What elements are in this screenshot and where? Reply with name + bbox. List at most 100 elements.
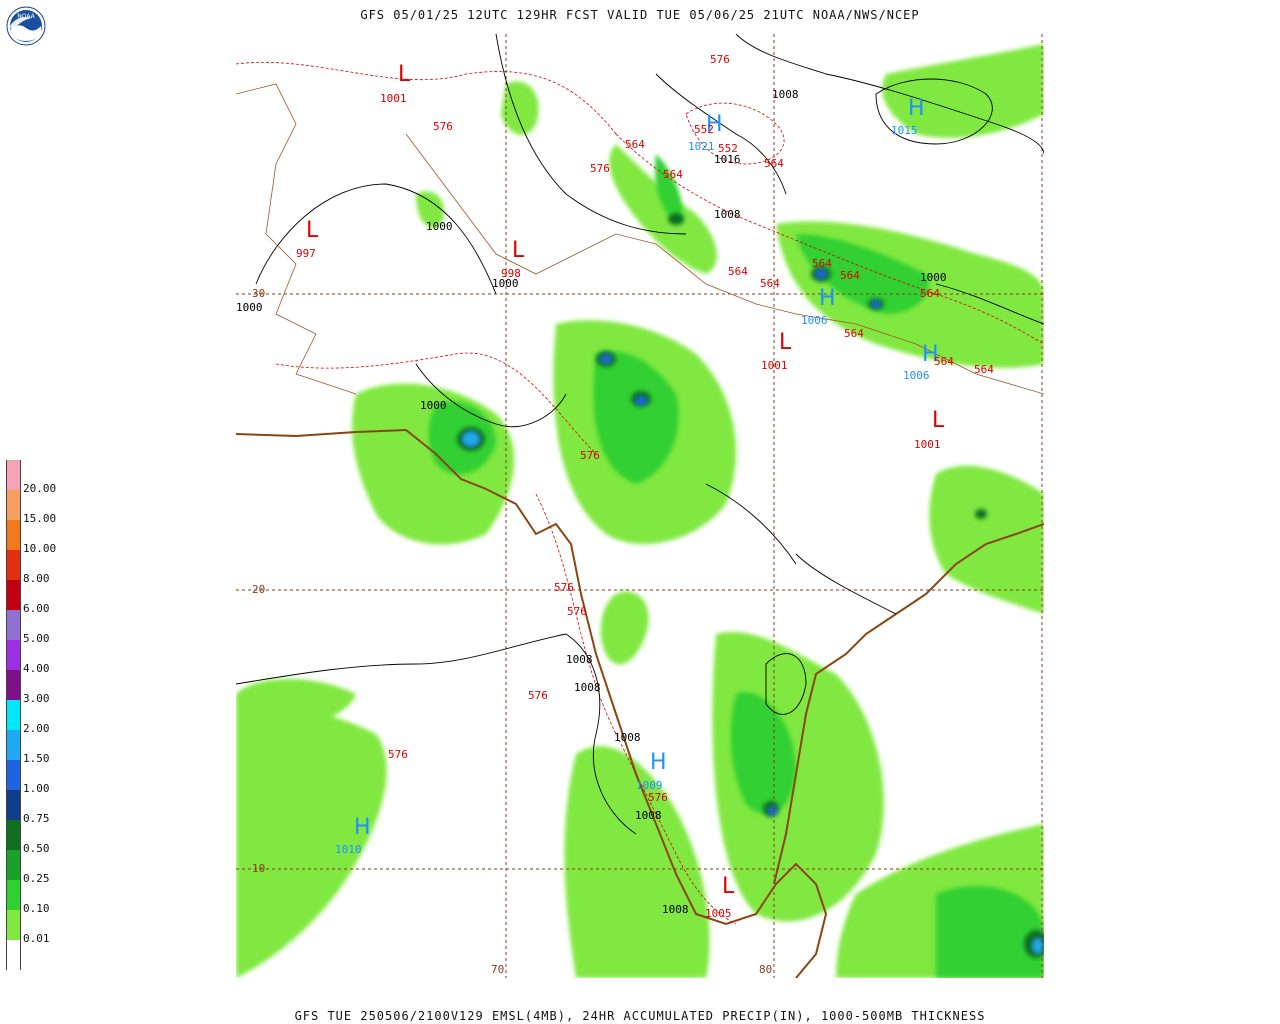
low-center-value: 997 xyxy=(296,247,316,260)
thickness-label: 576 xyxy=(590,162,610,175)
thickness-label: 564 xyxy=(760,277,780,290)
high-center-symbol: H xyxy=(706,112,723,137)
high-center-symbol: H xyxy=(922,342,939,367)
legend-label: 6.00 xyxy=(23,602,50,615)
legend-label: 0.25 xyxy=(23,872,50,885)
high-center-symbol: H xyxy=(908,96,925,121)
legend-label: 8.00 xyxy=(23,572,50,585)
low-center-symbol: L xyxy=(779,330,792,355)
legend-label: 1.00 xyxy=(23,782,50,795)
high-center-symbol: H xyxy=(650,750,667,775)
legend-swatch xyxy=(6,520,21,550)
isobar-label: 1008 xyxy=(574,681,601,694)
isobar-label: 1008 xyxy=(772,88,799,101)
legend-swatch xyxy=(6,580,21,610)
isobar-label: 1000 xyxy=(426,220,453,233)
legend-label: 0.50 xyxy=(23,842,50,855)
thickness-label: 564 xyxy=(974,363,994,376)
thickness-label: 564 xyxy=(728,265,748,278)
low-center-value: 998 xyxy=(501,267,521,280)
low-center-symbol: L xyxy=(512,238,525,263)
noaa-logo-text: NOAA xyxy=(17,13,35,20)
thickness-label: 576 xyxy=(648,791,668,804)
legend-swatch xyxy=(6,760,21,790)
precip-field xyxy=(236,34,1044,978)
legend-swatch xyxy=(6,880,21,910)
low-center-value: 1001 xyxy=(761,359,788,372)
legend-swatch xyxy=(6,670,21,700)
high-center-value: 1009 xyxy=(636,779,663,792)
page-title: GFS 05/01/25 12UTC 129HR FCST VALID TUE … xyxy=(360,8,920,22)
legend-label: 20.00 xyxy=(23,482,57,495)
low-center-value: 1001 xyxy=(380,92,407,105)
low-center-symbol: L xyxy=(722,874,735,899)
thickness-label: 564 xyxy=(840,269,860,282)
low-center-symbol: L xyxy=(398,62,411,87)
isobar-label: 1008 xyxy=(662,903,689,916)
weather-map[interactable]: L 1001 L 997 L 998 H 1021 H 1015 H 1006 … xyxy=(236,34,1044,978)
thickness-label: 564 xyxy=(920,287,940,300)
isobar-label: 1008 xyxy=(714,208,741,221)
legend-label: 1.50 xyxy=(23,752,50,765)
legend-swatch xyxy=(6,550,21,580)
thickness-label: 576 xyxy=(433,120,453,133)
legend-label: 0.75 xyxy=(23,812,50,825)
lon-label: 70 xyxy=(491,963,505,976)
thickness-label: 564 xyxy=(812,257,832,270)
low-center-symbol: L xyxy=(306,218,319,243)
thickness-label: 576 xyxy=(567,605,587,618)
legend-label: 4.00 xyxy=(23,662,50,675)
thickness-label: 564 xyxy=(764,157,784,170)
legend-swatch xyxy=(6,940,21,970)
thickness-label: 576 xyxy=(580,449,600,462)
legend-label: 2.00 xyxy=(23,722,50,735)
isobar-label: 1000 xyxy=(420,399,447,412)
legend-label: 10.00 xyxy=(23,542,57,555)
legend-label: 15.00 xyxy=(23,512,57,525)
lon-label: 80 xyxy=(759,963,773,976)
legend-label: 5.00 xyxy=(23,632,50,645)
thickness-label: 552 xyxy=(718,142,738,155)
legend-swatch xyxy=(6,610,21,640)
legend-swatch xyxy=(6,850,21,880)
legend-label: 3.00 xyxy=(23,692,50,705)
legend-swatch xyxy=(6,640,21,670)
high-center-value: 1006 xyxy=(903,369,930,382)
lat-label: 30 xyxy=(252,287,266,300)
lat-label: 20 xyxy=(252,583,266,596)
legend-swatch xyxy=(6,490,21,520)
high-center-value: 1010 xyxy=(335,843,362,856)
high-center-value: 1015 xyxy=(891,124,918,137)
thickness-label: 564 xyxy=(663,168,683,181)
isobar-label: 1008 xyxy=(614,731,641,744)
high-center-symbol: H xyxy=(354,815,371,840)
high-center-value: 1006 xyxy=(801,314,828,327)
legend-swatch xyxy=(6,910,21,940)
legend-swatch xyxy=(6,730,21,760)
low-center-value: 1001 xyxy=(914,438,941,451)
low-center-symbol: L xyxy=(932,408,945,433)
legend-label: 0.01 xyxy=(23,932,50,945)
isobar-label: 1000 xyxy=(236,301,263,314)
thickness-label: 564 xyxy=(625,138,645,151)
thickness-label: 576 xyxy=(388,748,408,761)
legend-swatch xyxy=(6,790,21,820)
legend-label: 0.10 xyxy=(23,902,50,915)
thickness-label: 564 xyxy=(934,355,954,368)
isobar-label: 1008 xyxy=(566,653,593,666)
legend-swatch xyxy=(6,820,21,850)
high-center-symbol: H xyxy=(819,286,836,311)
isobar-label: 1000 xyxy=(920,271,947,284)
isobar-label: 1000 xyxy=(492,277,519,290)
lat-label: 10 xyxy=(252,862,266,875)
footer-caption: GFS TUE 250506/2100V129 EMSL(4MB), 24HR … xyxy=(294,1009,986,1023)
low-center-value: 1005 xyxy=(705,907,732,920)
thickness-label: 552 xyxy=(694,123,714,136)
thickness-label: 564 xyxy=(844,327,864,340)
thickness-label: 576 xyxy=(710,53,730,66)
isobar-label: 1016 xyxy=(714,153,741,166)
legend-swatch xyxy=(6,700,21,730)
noaa-logo-icon: NOAA xyxy=(6,6,46,46)
thickness-label: 576 xyxy=(554,581,574,594)
high-center-value: 1021 xyxy=(688,140,715,153)
